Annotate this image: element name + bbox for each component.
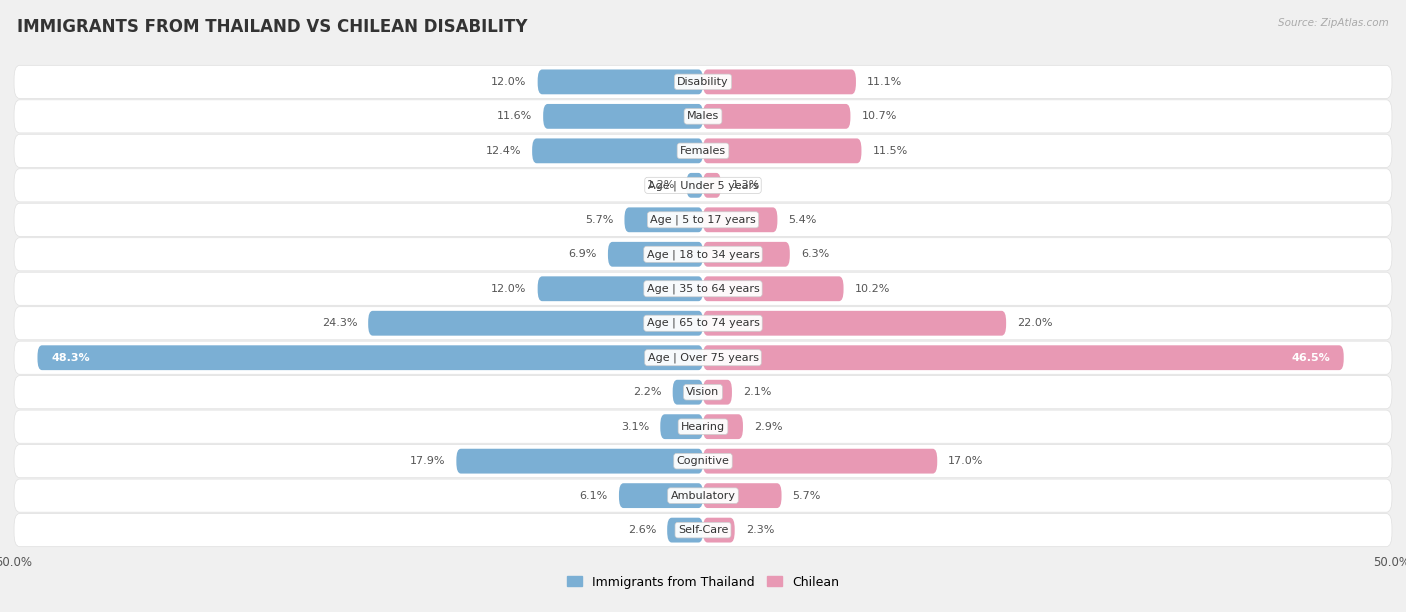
FancyBboxPatch shape: [14, 272, 1392, 305]
Text: IMMIGRANTS FROM THAILAND VS CHILEAN DISABILITY: IMMIGRANTS FROM THAILAND VS CHILEAN DISA…: [17, 18, 527, 36]
FancyBboxPatch shape: [703, 380, 733, 405]
FancyBboxPatch shape: [686, 173, 703, 198]
FancyBboxPatch shape: [14, 100, 1392, 133]
Text: 6.1%: 6.1%: [579, 491, 607, 501]
Text: 5.7%: 5.7%: [585, 215, 613, 225]
Text: Age | 18 to 34 years: Age | 18 to 34 years: [647, 249, 759, 259]
Text: 10.2%: 10.2%: [855, 284, 890, 294]
Text: 12.0%: 12.0%: [491, 284, 527, 294]
Text: 12.0%: 12.0%: [491, 77, 527, 87]
FancyBboxPatch shape: [14, 479, 1392, 512]
FancyBboxPatch shape: [661, 414, 703, 439]
Text: Vision: Vision: [686, 387, 720, 397]
FancyBboxPatch shape: [14, 410, 1392, 443]
Text: 24.3%: 24.3%: [322, 318, 357, 328]
Text: 48.3%: 48.3%: [51, 353, 90, 363]
FancyBboxPatch shape: [703, 138, 862, 163]
FancyBboxPatch shape: [531, 138, 703, 163]
FancyBboxPatch shape: [543, 104, 703, 129]
Text: Age | 5 to 17 years: Age | 5 to 17 years: [650, 215, 756, 225]
Text: Females: Females: [681, 146, 725, 156]
Text: Cognitive: Cognitive: [676, 456, 730, 466]
FancyBboxPatch shape: [619, 483, 703, 508]
Text: 11.6%: 11.6%: [496, 111, 531, 121]
FancyBboxPatch shape: [14, 444, 1392, 478]
Text: 11.1%: 11.1%: [868, 77, 903, 87]
FancyBboxPatch shape: [368, 311, 703, 335]
FancyBboxPatch shape: [14, 134, 1392, 168]
Text: Source: ZipAtlas.com: Source: ZipAtlas.com: [1278, 18, 1389, 28]
FancyBboxPatch shape: [14, 203, 1392, 236]
Text: Disability: Disability: [678, 77, 728, 87]
FancyBboxPatch shape: [624, 207, 703, 232]
FancyBboxPatch shape: [14, 65, 1392, 99]
FancyBboxPatch shape: [668, 518, 703, 542]
Text: 5.4%: 5.4%: [789, 215, 817, 225]
Text: Males: Males: [688, 111, 718, 121]
FancyBboxPatch shape: [14, 376, 1392, 409]
FancyBboxPatch shape: [703, 104, 851, 129]
Text: Age | 65 to 74 years: Age | 65 to 74 years: [647, 318, 759, 329]
FancyBboxPatch shape: [703, 277, 844, 301]
FancyBboxPatch shape: [703, 242, 790, 267]
FancyBboxPatch shape: [14, 237, 1392, 271]
Text: 6.9%: 6.9%: [568, 249, 598, 259]
Text: Self-Care: Self-Care: [678, 525, 728, 535]
Text: 11.5%: 11.5%: [873, 146, 908, 156]
Text: 2.2%: 2.2%: [633, 387, 662, 397]
Text: 17.0%: 17.0%: [948, 456, 984, 466]
Text: Age | 35 to 64 years: Age | 35 to 64 years: [647, 283, 759, 294]
Text: Hearing: Hearing: [681, 422, 725, 431]
FancyBboxPatch shape: [703, 483, 782, 508]
Text: 12.4%: 12.4%: [485, 146, 522, 156]
FancyBboxPatch shape: [703, 345, 1344, 370]
FancyBboxPatch shape: [703, 414, 742, 439]
FancyBboxPatch shape: [672, 380, 703, 405]
Text: 2.3%: 2.3%: [745, 525, 775, 535]
FancyBboxPatch shape: [703, 518, 735, 542]
FancyBboxPatch shape: [537, 277, 703, 301]
Text: 10.7%: 10.7%: [862, 111, 897, 121]
Text: 22.0%: 22.0%: [1017, 318, 1053, 328]
Text: 2.1%: 2.1%: [742, 387, 772, 397]
Text: Age | Under 5 years: Age | Under 5 years: [648, 180, 758, 190]
FancyBboxPatch shape: [14, 307, 1392, 340]
FancyBboxPatch shape: [607, 242, 703, 267]
Text: 17.9%: 17.9%: [409, 456, 446, 466]
Legend: Immigrants from Thailand, Chilean: Immigrants from Thailand, Chilean: [562, 570, 844, 594]
FancyBboxPatch shape: [703, 173, 721, 198]
Text: 5.7%: 5.7%: [793, 491, 821, 501]
FancyBboxPatch shape: [703, 449, 938, 474]
FancyBboxPatch shape: [537, 70, 703, 94]
FancyBboxPatch shape: [703, 70, 856, 94]
Text: Ambulatory: Ambulatory: [671, 491, 735, 501]
Text: 46.5%: 46.5%: [1291, 353, 1330, 363]
FancyBboxPatch shape: [703, 207, 778, 232]
Text: 2.9%: 2.9%: [754, 422, 783, 431]
Text: 1.2%: 1.2%: [647, 181, 675, 190]
Text: 6.3%: 6.3%: [801, 249, 830, 259]
FancyBboxPatch shape: [38, 345, 703, 370]
Text: 2.6%: 2.6%: [627, 525, 657, 535]
Text: 1.3%: 1.3%: [733, 181, 761, 190]
Text: 3.1%: 3.1%: [621, 422, 650, 431]
FancyBboxPatch shape: [457, 449, 703, 474]
Text: Age | Over 75 years: Age | Over 75 years: [648, 353, 758, 363]
FancyBboxPatch shape: [14, 513, 1392, 547]
FancyBboxPatch shape: [703, 311, 1007, 335]
FancyBboxPatch shape: [14, 341, 1392, 375]
FancyBboxPatch shape: [14, 169, 1392, 202]
